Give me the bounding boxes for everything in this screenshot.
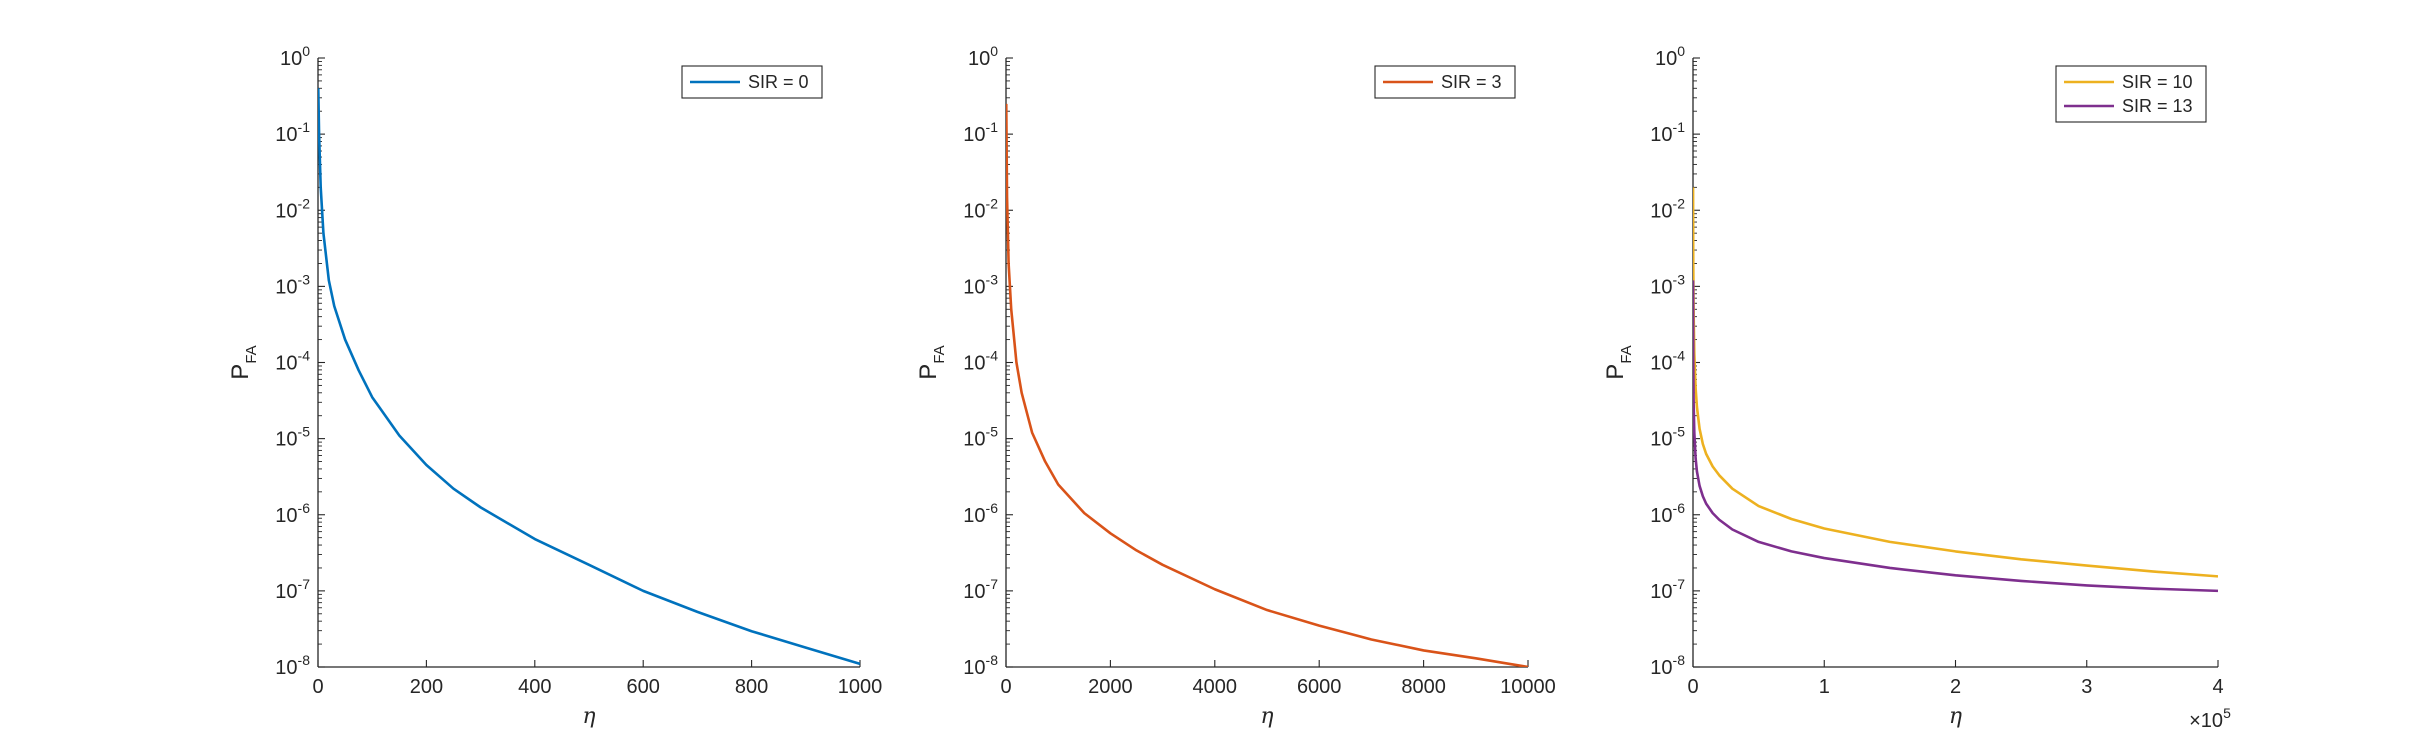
legend-label: SIR = 0 <box>748 72 809 92</box>
y-tick-label: 10-4 <box>275 348 310 375</box>
legend-label: SIR = 3 <box>1441 72 1502 92</box>
y-tick-label: 10-7 <box>963 576 998 603</box>
chart-panel-1: 100 10-1 10-2 10-3 10-4 10-5 10-6 10-7 10-80 200 4… <box>227 43 882 729</box>
x-tick-label: 200 <box>410 676 443 698</box>
legend-box <box>681 65 823 99</box>
series-line <box>1006 103 1528 667</box>
y-tick-label: 10-8 <box>963 652 998 679</box>
y-tick-label: 10-5 <box>963 424 998 451</box>
series-line <box>1693 187 2218 578</box>
y-tick-label: 10-5 <box>275 424 310 451</box>
x-tick-label: 6000 <box>1297 676 1342 698</box>
y-tick-label: 10-3 <box>963 271 998 298</box>
y-tick-label: 100 <box>280 43 310 70</box>
y-tick-label: 100 <box>1655 43 1685 70</box>
y-tick-label: 100 <box>968 43 998 70</box>
x-tick-label: 8000 <box>1401 676 1446 698</box>
x-axis-label: η <box>582 704 595 729</box>
x-axis-label: η <box>1260 704 1273 729</box>
x-tick-label: 2000 <box>1088 676 1133 698</box>
y-tick-label: 10-3 <box>1650 271 1685 298</box>
y-tick-label: 10-4 <box>1650 348 1685 375</box>
x-tick-label: 4000 <box>1193 676 1238 698</box>
x-tick-label: 3 <box>2081 676 2092 698</box>
x-exponent-label: ×105 <box>2189 705 2231 732</box>
legend-box <box>2055 65 2207 123</box>
y-tick-label: 10-6 <box>275 500 310 527</box>
x-tick-label: 4 <box>2212 676 2223 698</box>
x-tick-label: 10000 <box>1500 676 1556 698</box>
x-tick-label: 600 <box>627 676 660 698</box>
y-tick-label: 10-7 <box>275 576 310 603</box>
x-axis-label: η <box>1949 704 1962 729</box>
x-tick-label: 1 <box>1819 676 1830 698</box>
x-tick-label: 0 <box>1000 676 1011 698</box>
chart-panel-2: 100 10-1 10-2 10-3 10-4 10-5 10-6 10-7 10-80 2000… <box>915 43 1556 729</box>
y-tick-label: 10-5 <box>1650 424 1685 451</box>
legend-label: SIR = 10 <box>2122 72 2193 92</box>
y-tick-label: 10-2 <box>275 195 310 222</box>
x-tick-label: 0 <box>1687 676 1698 698</box>
chart-panel-3: 100 10-1 10-2 10-3 10-4 10-5 10-6 10-7 10-80 1 2 3 4… <box>1602 43 2231 732</box>
y-tick-label: 10-8 <box>275 652 310 679</box>
x-tick-label: 2 <box>1950 676 1961 698</box>
y-axis-label: PFA <box>227 345 260 379</box>
y-tick-label: 10-4 <box>963 348 998 375</box>
y-tick-label: 10-7 <box>1650 576 1685 603</box>
y-tick-label: 10-1 <box>1650 119 1685 146</box>
y-axis-label: PFA <box>915 345 948 379</box>
series-line <box>1693 280 2218 593</box>
y-tick-label: 10-8 <box>1650 652 1685 679</box>
series-line <box>318 88 860 666</box>
y-tick-label: 10-6 <box>963 500 998 527</box>
x-tick-label: 1000 <box>838 676 883 698</box>
x-tick-label: 0 <box>312 676 323 698</box>
legend-label: SIR = 13 <box>2122 96 2193 116</box>
y-tick-label: 10-2 <box>1650 195 1685 222</box>
y-tick-label: 10-6 <box>1650 500 1685 527</box>
x-tick-label: 400 <box>518 676 551 698</box>
y-tick-label: 10-2 <box>963 195 998 222</box>
y-axis-label: PFA <box>1602 345 1635 379</box>
y-tick-label: 10-1 <box>963 119 998 146</box>
y-tick-label: 10-1 <box>275 119 310 146</box>
y-tick-label: 10-3 <box>275 271 310 298</box>
x-tick-label: 800 <box>735 676 768 698</box>
